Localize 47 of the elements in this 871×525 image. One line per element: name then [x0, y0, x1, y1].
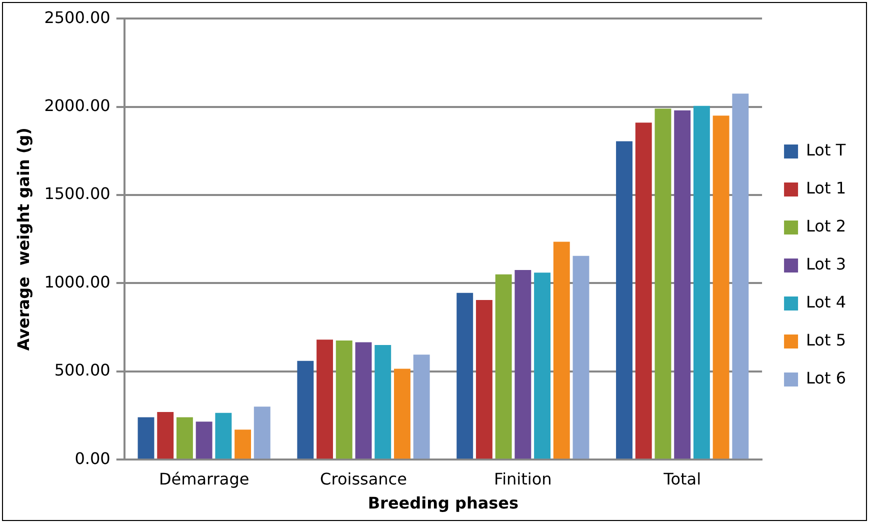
bar [572, 256, 590, 459]
bar [196, 422, 212, 459]
bar [234, 430, 252, 459]
bar [355, 342, 372, 459]
bar [616, 141, 632, 459]
x-tick-label: Finition [494, 469, 552, 488]
y-tick-label: 2000.00 [44, 96, 110, 115]
bar [456, 292, 474, 459]
bar [635, 122, 652, 459]
y-tick-label: 1000.00 [44, 272, 110, 292]
legend-label: Lot 5 [806, 330, 846, 350]
bar [495, 274, 512, 459]
legend-label: Lot 4 [806, 292, 846, 312]
y-tick-label: 1500.00 [44, 184, 110, 204]
legend-label: Lot 3 [806, 254, 846, 274]
bar [297, 360, 314, 459]
legend-label: Lot 2 [806, 216, 846, 236]
bar [534, 272, 550, 459]
legend-label: Lot T [806, 140, 846, 160]
bar [394, 368, 410, 459]
x-axis-title: Breeding phases [368, 494, 519, 513]
bar [674, 110, 691, 459]
bar [176, 417, 193, 459]
bar [732, 94, 749, 459]
x-tick-label: Démarrage [158, 469, 250, 488]
y-axis-title: Average weight gain (g) [14, 128, 33, 351]
bar [654, 108, 672, 459]
y-tick-label: 0.00 [74, 448, 110, 468]
y-tick-label: 500.00 [54, 360, 110, 380]
bar [336, 340, 352, 459]
bar [553, 242, 570, 459]
legend-label: Lot 1 [806, 178, 846, 198]
bar [316, 340, 334, 459]
x-tick-label: Total [662, 469, 702, 488]
bar [254, 406, 270, 459]
bar [138, 417, 154, 459]
bar [413, 354, 430, 459]
bar [374, 344, 392, 459]
y-tick-label: 2500.00 [44, 8, 110, 27]
bar [215, 412, 232, 459]
bar [514, 270, 532, 459]
bar [693, 106, 710, 459]
legend-label: Lot 6 [806, 368, 846, 388]
x-tick-label: Croissance [320, 469, 407, 488]
bar [157, 412, 174, 459]
bar [476, 300, 492, 459]
bar [712, 116, 730, 459]
